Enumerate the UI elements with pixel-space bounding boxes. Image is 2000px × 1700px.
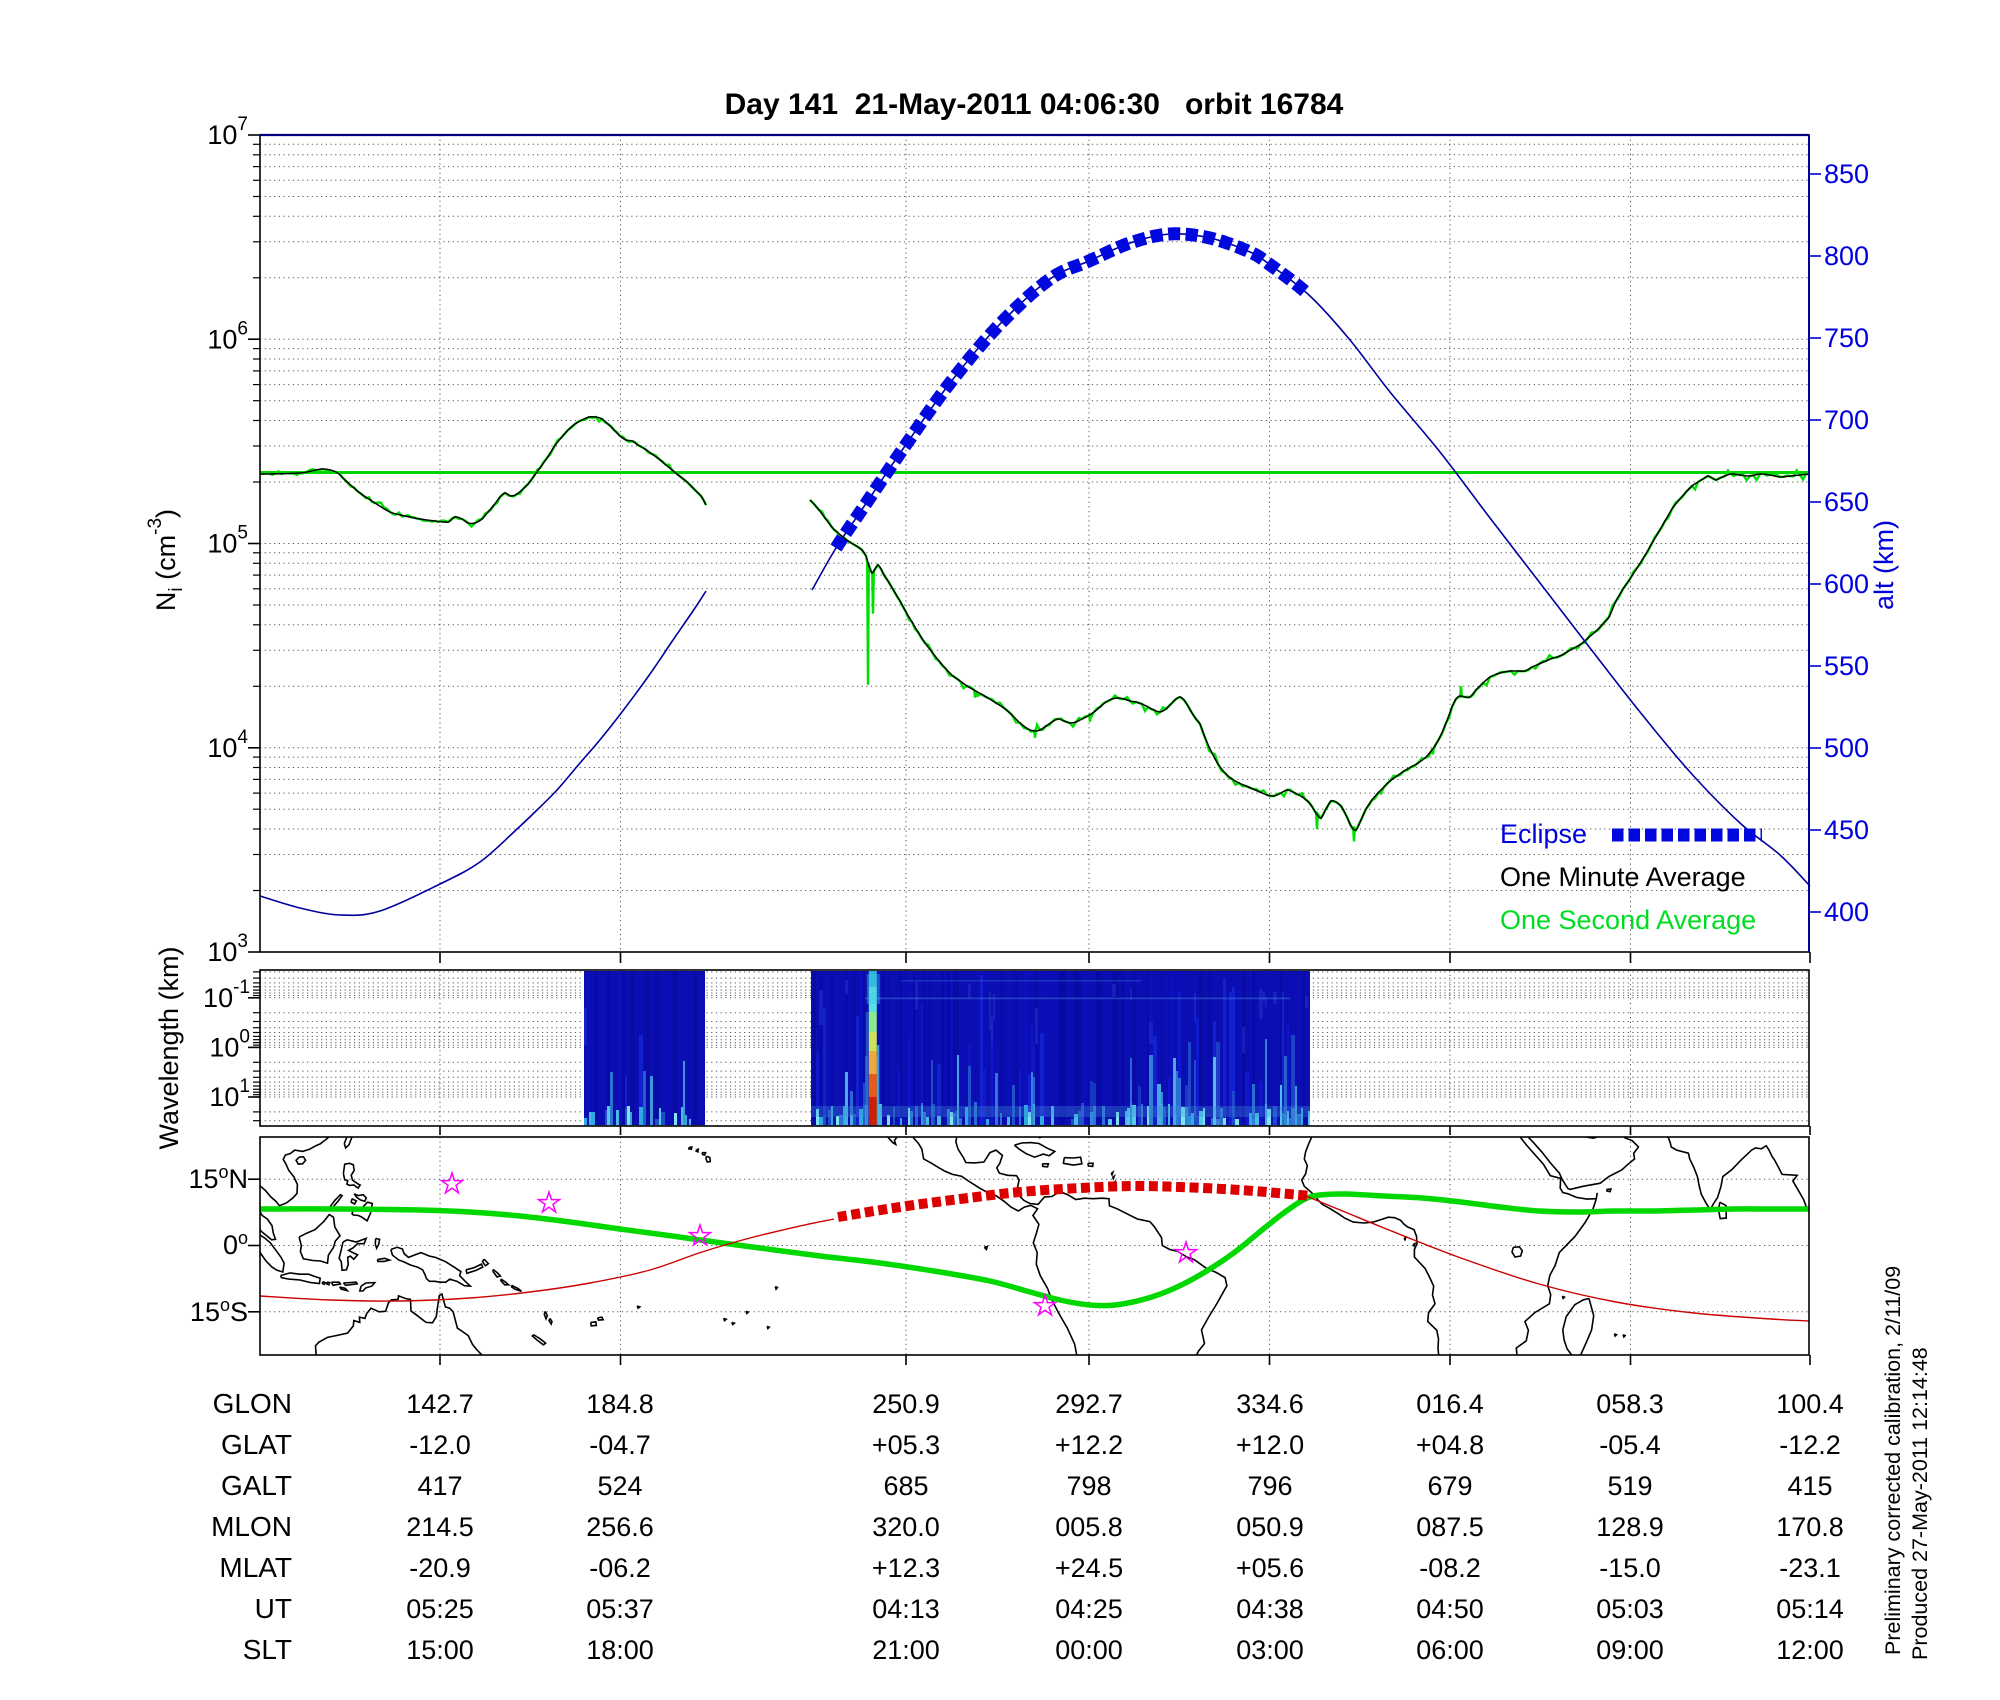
svg-text:18:00: 18:00 (586, 1635, 654, 1665)
svg-text:+05.6: +05.6 (1236, 1553, 1304, 1583)
svg-text:400: 400 (1824, 897, 1869, 927)
svg-text:415: 415 (1787, 1471, 1832, 1501)
svg-text:800: 800 (1824, 241, 1869, 271)
svg-text:MLON: MLON (211, 1511, 292, 1542)
svg-text:128.9: 128.9 (1596, 1512, 1664, 1542)
svg-text:21:00: 21:00 (872, 1635, 940, 1665)
svg-text:087.5: 087.5 (1416, 1512, 1484, 1542)
svg-text:+12.0: +12.0 (1236, 1430, 1304, 1460)
svg-text:798: 798 (1066, 1471, 1111, 1501)
svg-text:GLON: GLON (213, 1388, 292, 1419)
svg-text:04:25: 04:25 (1055, 1594, 1123, 1624)
svg-text:-15.0: -15.0 (1599, 1553, 1661, 1583)
svg-text:Day 141 21-May-2011 04:06:30: Day 141 21-May-2011 04:06:30 orbit 16784 (725, 88, 1344, 121)
svg-text:MLAT: MLAT (219, 1552, 292, 1583)
svg-text:05:37: 05:37 (586, 1594, 654, 1624)
svg-text:-04.7: -04.7 (589, 1430, 651, 1460)
svg-text:058.3: 058.3 (1596, 1389, 1664, 1419)
svg-text:600: 600 (1824, 569, 1869, 599)
svg-text:alt (km): alt (km) (1869, 520, 1899, 610)
svg-text:15oS: 15oS (190, 1295, 248, 1327)
svg-text:GLAT: GLAT (221, 1429, 292, 1460)
svg-text:-20.9: -20.9 (409, 1553, 471, 1583)
svg-text:142.7: 142.7 (406, 1389, 474, 1419)
svg-text:Wavelength (km): Wavelength (km) (154, 946, 184, 1149)
svg-text:750: 750 (1824, 323, 1869, 353)
svg-text:334.6: 334.6 (1236, 1389, 1304, 1419)
svg-text:650: 650 (1824, 487, 1869, 517)
svg-text:05:25: 05:25 (406, 1594, 474, 1624)
svg-text:417: 417 (417, 1471, 462, 1501)
svg-text:04:38: 04:38 (1236, 1594, 1304, 1624)
svg-text:-23.1: -23.1 (1779, 1553, 1841, 1583)
svg-text:GALT: GALT (221, 1470, 292, 1501)
svg-text:05:03: 05:03 (1596, 1594, 1664, 1624)
svg-text:-12.0: -12.0 (409, 1430, 471, 1460)
svg-text:256.6: 256.6 (586, 1512, 654, 1542)
svg-text:06:00: 06:00 (1416, 1635, 1484, 1665)
svg-text:184.8: 184.8 (586, 1389, 654, 1419)
svg-text:One Second Average: One Second Average (1500, 905, 1756, 935)
svg-text:100.4: 100.4 (1776, 1389, 1844, 1419)
svg-text:+12.3: +12.3 (872, 1553, 940, 1583)
svg-text:09:00: 09:00 (1596, 1635, 1664, 1665)
svg-text:03:00: 03:00 (1236, 1635, 1304, 1665)
svg-text:+05.3: +05.3 (872, 1430, 940, 1460)
svg-text:15:00: 15:00 (406, 1635, 474, 1665)
svg-text:450: 450 (1824, 815, 1869, 845)
svg-text:00:00: 00:00 (1055, 1635, 1123, 1665)
svg-text:UT: UT (255, 1593, 292, 1624)
svg-text:05:14: 05:14 (1776, 1594, 1844, 1624)
svg-text:016.4: 016.4 (1416, 1389, 1484, 1419)
svg-text:550: 550 (1824, 651, 1869, 681)
svg-text:+04.8: +04.8 (1416, 1430, 1484, 1460)
svg-text:+12.2: +12.2 (1055, 1430, 1123, 1460)
svg-text:170.8: 170.8 (1776, 1512, 1844, 1542)
svg-text:250.9: 250.9 (872, 1389, 940, 1419)
svg-text:12:00: 12:00 (1776, 1635, 1844, 1665)
svg-text:519: 519 (1607, 1471, 1652, 1501)
svg-text:685: 685 (883, 1471, 928, 1501)
svg-text:-05.4: -05.4 (1599, 1430, 1661, 1460)
svg-text:15oN: 15oN (188, 1162, 248, 1194)
svg-text:050.9: 050.9 (1236, 1512, 1304, 1542)
svg-text:04:50: 04:50 (1416, 1594, 1484, 1624)
svg-text:One Minute Average: One Minute Average (1500, 862, 1746, 892)
svg-text:796: 796 (1247, 1471, 1292, 1501)
svg-text:-08.2: -08.2 (1419, 1553, 1481, 1583)
svg-text:320.0: 320.0 (872, 1512, 940, 1542)
svg-text:524: 524 (597, 1471, 642, 1501)
svg-text:Produced 27-May-2011 12:14:48: Produced 27-May-2011 12:14:48 (1908, 1347, 1932, 1660)
svg-text:850: 850 (1824, 159, 1869, 189)
svg-text:679: 679 (1427, 1471, 1472, 1501)
svg-text:292.7: 292.7 (1055, 1389, 1123, 1419)
svg-text:214.5: 214.5 (406, 1512, 474, 1542)
svg-text:Eclipse: Eclipse (1500, 819, 1587, 849)
svg-text:700: 700 (1824, 405, 1869, 435)
svg-text:04:13: 04:13 (872, 1594, 940, 1624)
svg-text:-12.2: -12.2 (1779, 1430, 1841, 1460)
svg-text:500: 500 (1824, 733, 1869, 763)
svg-text:+24.5: +24.5 (1055, 1553, 1123, 1583)
svg-text:Preliminary corrected calibrat: Preliminary corrected calibration, 2/11/… (1881, 1266, 1905, 1655)
svg-text:005.8: 005.8 (1055, 1512, 1123, 1542)
svg-text:-06.2: -06.2 (589, 1553, 651, 1583)
svg-text:SLT: SLT (243, 1634, 292, 1665)
